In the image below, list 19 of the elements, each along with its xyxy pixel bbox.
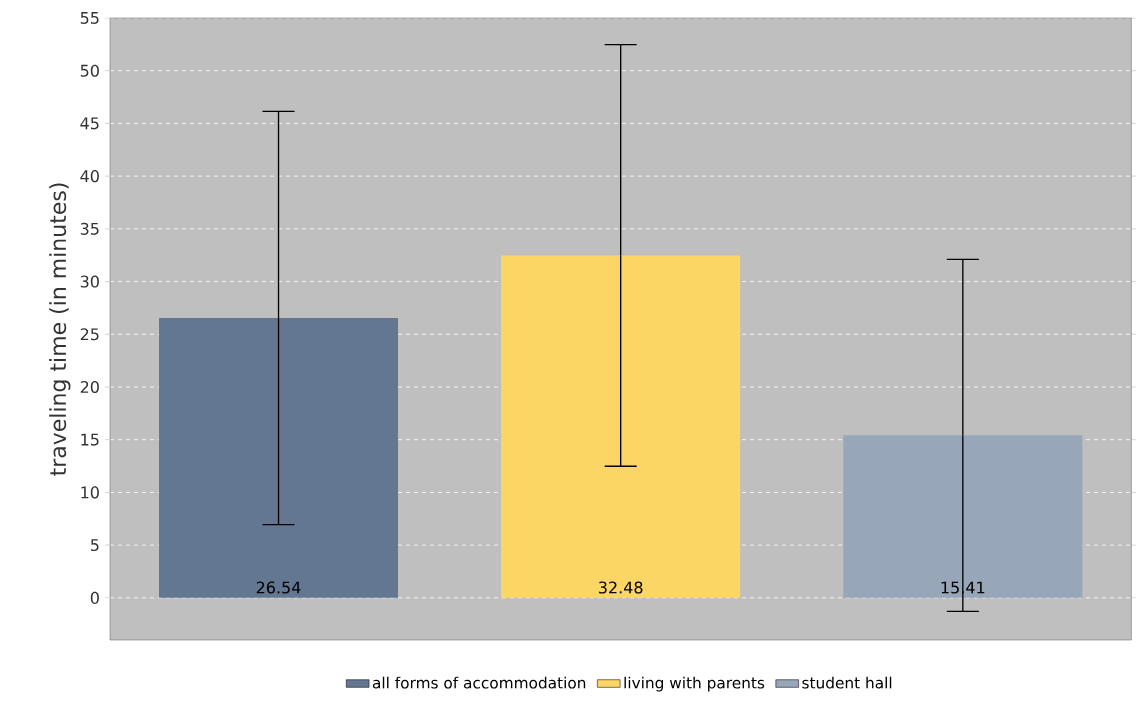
y-tick-label: 10 (81, 486, 99, 499)
legend-label: living with parents (624, 676, 765, 692)
y-tick-label: 45 (80, 117, 99, 130)
y-tick-label: 15 (81, 433, 99, 446)
bar (843, 435, 1083, 598)
y-tick-label: 5 (91, 539, 99, 552)
y-tick-label: 55 (80, 12, 99, 24)
y-tick-label: 25 (80, 328, 99, 341)
y-tick-label: 0 (90, 591, 99, 604)
data-label: 26.54 (256, 581, 301, 594)
y-tick-label: 50 (80, 64, 99, 77)
legend-label: all forms of accommodation (372, 676, 586, 689)
y-tick-label: 35 (80, 222, 99, 235)
y-tick-label: 30 (80, 275, 99, 288)
y-tick-label: 40 (80, 170, 99, 183)
legend-label: student hall (802, 676, 892, 689)
y-tick-label: 20 (80, 380, 99, 394)
y-axis-title: traveling time (in minutes) (49, 183, 71, 476)
data-label: 32.48 (598, 581, 643, 594)
